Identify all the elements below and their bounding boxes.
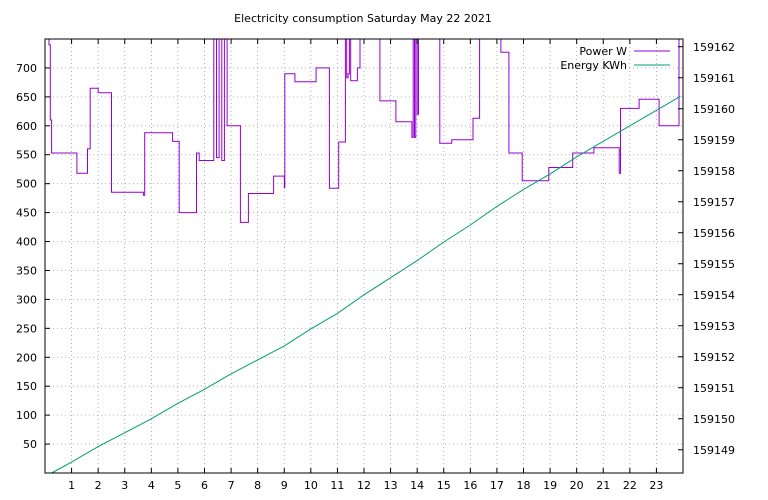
y-left-tick-label: 650 — [16, 91, 37, 104]
y-right-tick-label: 159156 — [693, 227, 735, 240]
y-left-tick-label: 550 — [16, 149, 37, 162]
y-left-tick-label: 400 — [16, 236, 37, 249]
y-left-tick-label: 600 — [16, 120, 37, 133]
y-left-axis-ticks: 50 100 150 200 250 300 350 400 450 500 550 600 650 70… — [16, 62, 50, 451]
y-right-tick-label: 159162 — [693, 41, 735, 54]
y-right-tick-label: 159154 — [693, 289, 735, 302]
x-tick-label: 16 — [463, 479, 477, 492]
y-right-tick-label: 159152 — [693, 351, 735, 364]
x-tick-label: 9 — [281, 479, 288, 492]
x-tick-label: 11 — [330, 479, 344, 492]
y-left-tick-label: 150 — [16, 380, 37, 393]
y-right-tick-label: 159161 — [693, 72, 735, 85]
x-tick-label: 14 — [410, 479, 424, 492]
x-tick-label: 18 — [517, 479, 531, 492]
y-left-tick-label: 50 — [23, 438, 37, 451]
y-right-tick-label: 159157 — [693, 196, 735, 209]
x-tick-label: 3 — [121, 479, 128, 492]
y-right-axis-ticks: 159149 159150 159151 159152 159153 159154 1591… — [678, 41, 735, 457]
x-tick-label: 21 — [596, 479, 610, 492]
x-tick-label: 1 — [68, 479, 75, 492]
x-tick-label: 4 — [148, 479, 155, 492]
x-tick-label: 20 — [570, 479, 584, 492]
y-left-tick-label: 700 — [16, 62, 37, 75]
y-right-tick-label: 159160 — [693, 103, 735, 116]
y-right-tick-label: 159158 — [693, 165, 735, 178]
y-right-tick-label: 159151 — [693, 382, 735, 395]
legend: Power W Energy KWh — [560, 45, 670, 72]
y-right-tick-label: 159153 — [693, 320, 735, 333]
y-right-tick-label: 159150 — [693, 413, 735, 426]
y-right-tick-label: 159149 — [693, 444, 735, 457]
x-tick-label: 17 — [490, 479, 504, 492]
series-line-energy — [51, 95, 681, 474]
x-tick-label: 7 — [228, 479, 235, 492]
y-left-tick-label: 500 — [16, 178, 37, 191]
y-right-tick-label: 159155 — [693, 258, 735, 271]
x-tick-label: 23 — [649, 479, 663, 492]
grid — [45, 39, 683, 473]
legend-label-power: Power W — [579, 45, 627, 58]
x-tick-label: 15 — [437, 479, 451, 492]
y-left-tick-label: 300 — [16, 293, 37, 306]
y-right-tick-label: 159159 — [693, 134, 735, 147]
x-tick-label: 13 — [384, 479, 398, 492]
x-tick-label: 22 — [623, 479, 637, 492]
y-left-tick-label: 350 — [16, 264, 37, 277]
x-axis-ticks: 1 2 3 4 5 6 7 8 9 10 11 12 13 14 15 16 17 18 19 20 21 22 23 — [68, 39, 663, 492]
y-left-tick-label: 200 — [16, 351, 37, 364]
x-tick-label: 6 — [201, 479, 208, 492]
legend-label-energy: Energy KWh — [560, 59, 627, 72]
x-tick-label: 2 — [95, 479, 102, 492]
y-left-tick-label: 450 — [16, 207, 37, 220]
x-tick-label: 19 — [543, 479, 557, 492]
chart-title: Electricity consumption Saturday May 22 … — [234, 12, 492, 25]
x-tick-label: 10 — [304, 479, 318, 492]
x-tick-label: 5 — [174, 479, 181, 492]
x-tick-label: 8 — [254, 479, 261, 492]
y-left-tick-label: 250 — [16, 322, 37, 335]
y-left-tick-label: 100 — [16, 409, 37, 422]
x-tick-label: 12 — [357, 479, 371, 492]
